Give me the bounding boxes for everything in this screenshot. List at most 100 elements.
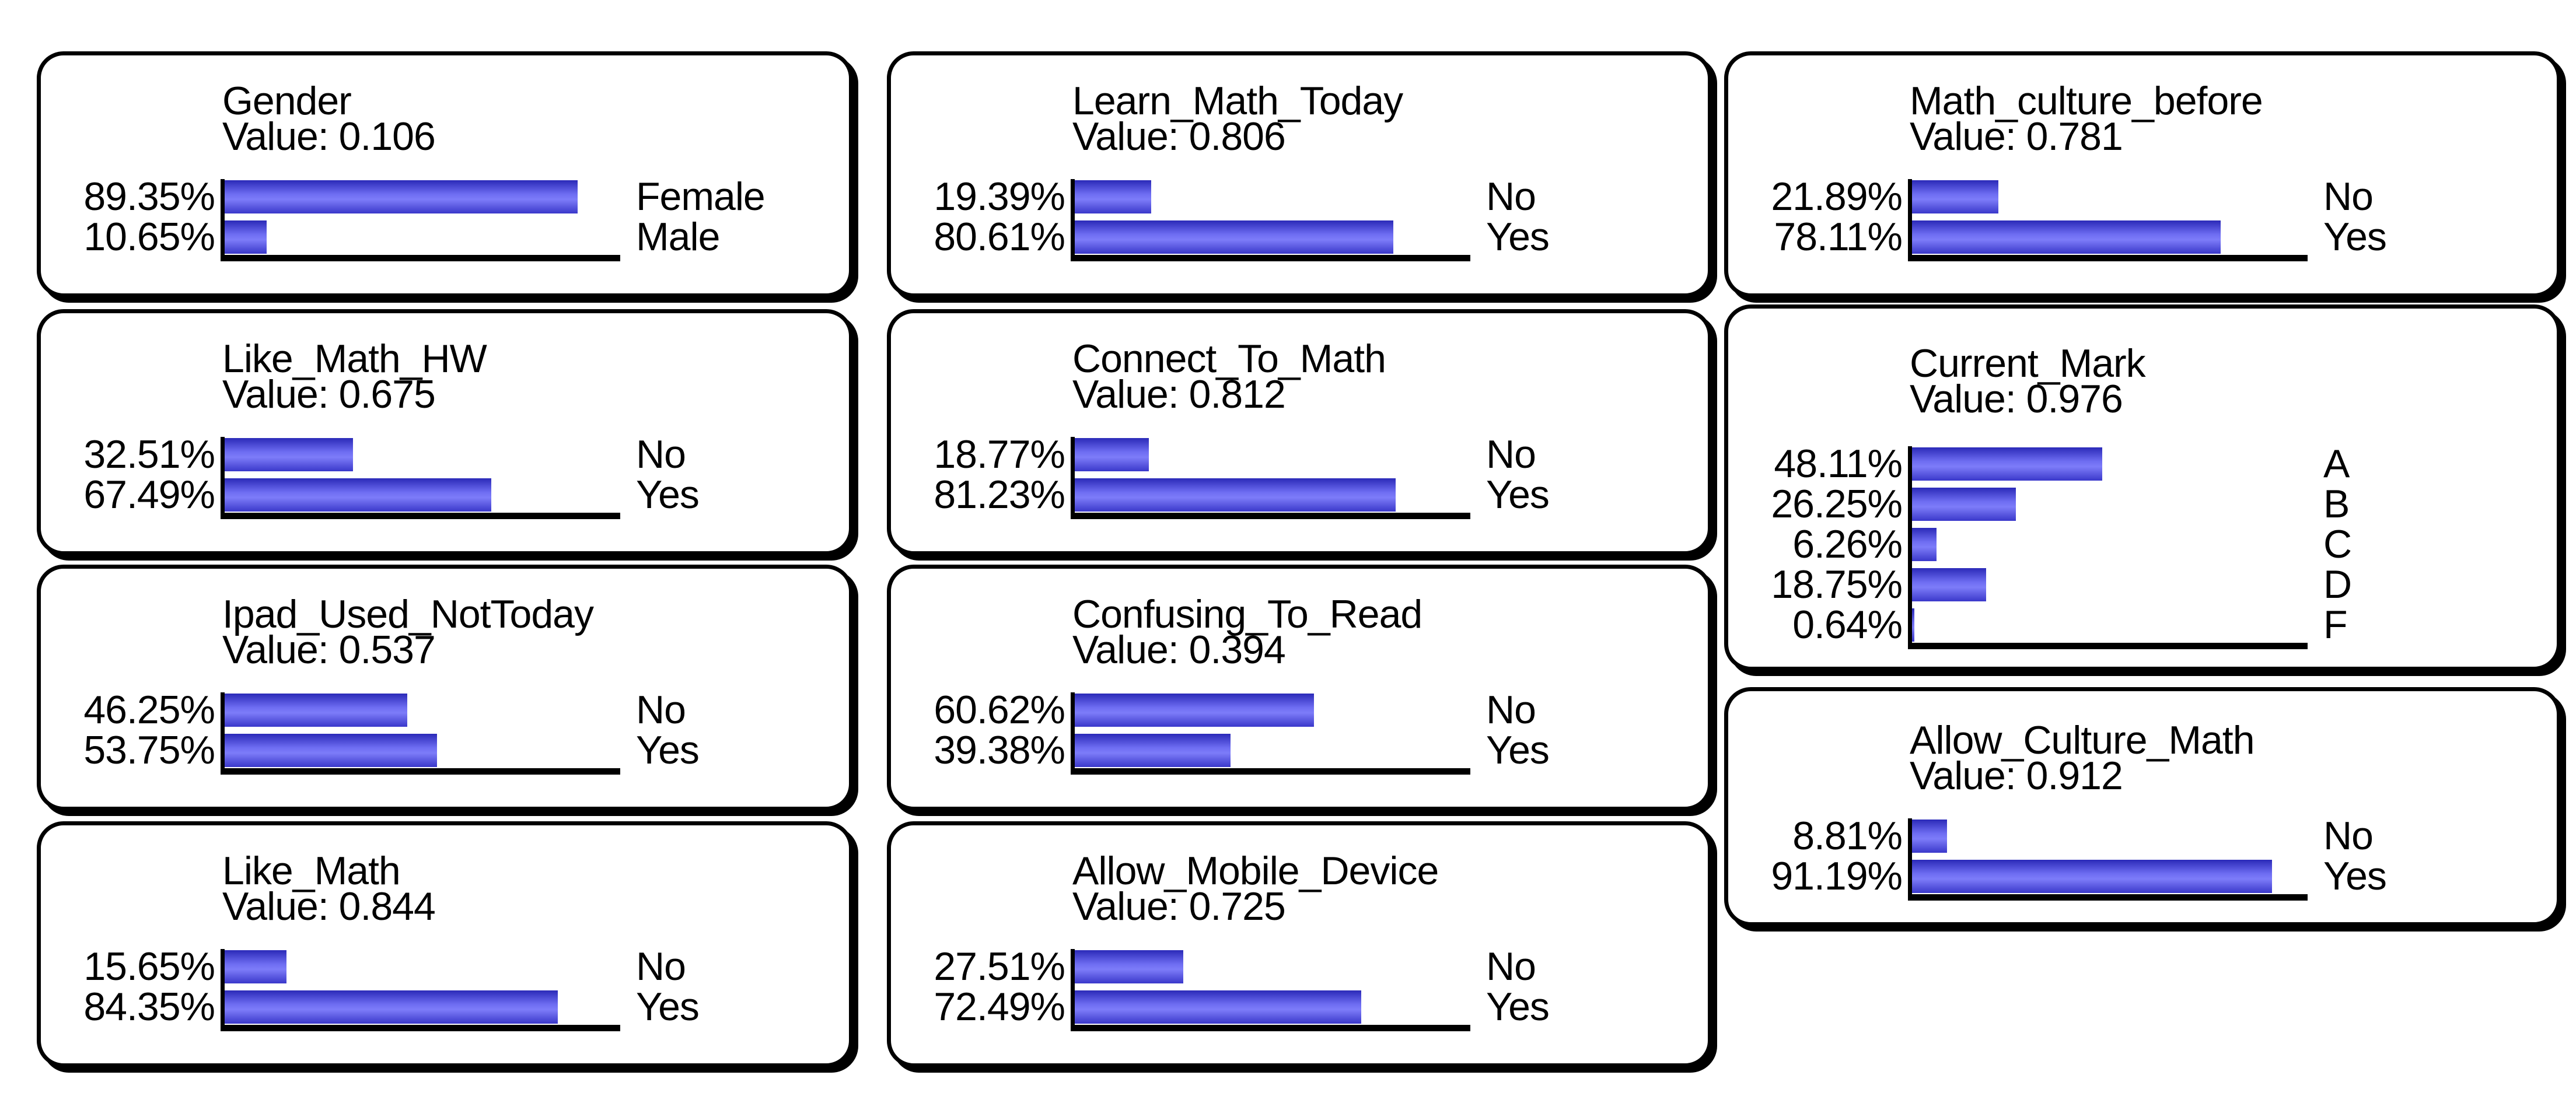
node-value-label: Value: 0.976 [1910,377,2123,421]
axis-baseline [1071,1025,1470,1031]
node-value-label: Value: 0.394 [1072,628,1286,672]
state-label: No [1486,944,1536,989]
belief-bar-row[interactable]: 0.64% F [1728,605,2557,645]
axis-line-vertical [221,949,225,1031]
belief-percentage: 60.62% [934,688,1065,732]
axis-baseline [1071,768,1470,775]
belief-percentage: 8.81% [1792,814,1903,858]
belief-bars: 18.77% No 81.23% Yes [891,313,1708,551]
belief-percentage: 67.49% [83,472,215,517]
belief-bar [225,220,267,254]
node-title-block: Allow_Mobile_Device Value: 0.725 [1072,851,1439,926]
belief-percentage: 53.75% [83,728,215,772]
belief-bar-row[interactable]: 15.65% No [41,947,849,986]
node-title: Gender [222,79,352,123]
belief-percentage: 80.61% [934,215,1065,259]
belief-bars: 19.39% No 80.61% Yes [891,55,1708,293]
bn-node-panel-like_math_hw[interactable]: Like_Math_HW Value: 0.675 32.51% No 67.4… [37,309,853,555]
state-label: Female [636,174,766,219]
state-label: No [1486,432,1536,477]
bn-node-panel-connect_to_math[interactable]: Connect_To_Math Value: 0.812 18.77% No 8… [887,309,1712,555]
node-title-block: Learn_Math_Today Value: 0.806 [1072,81,1403,156]
belief-bar-row[interactable]: 67.49% Yes [41,472,849,517]
bn-node-panel-current_mark[interactable]: Current_Mark Value: 0.976 48.11% A 26.25… [1724,304,2561,671]
belief-bar-row[interactable]: 80.61% Yes [891,215,1708,259]
bn-node-panel-ipad_used_nottoday[interactable]: Ipad_Used_NotToday Value: 0.537 46.25% N… [37,565,853,811]
node-title: Like_Math [222,849,401,893]
belief-bar [225,438,353,471]
node-title-block: Confusing_To_Read Value: 0.394 [1072,594,1422,672]
belief-bar-row[interactable]: 18.75% D [1728,565,2557,604]
belief-bar-row[interactable]: 91.19% Yes [1728,854,2557,898]
belief-percentage: 48.11% [1774,442,1903,486]
belief-bar [1912,447,2102,481]
belief-bar [1075,694,1314,727]
axis-line-vertical [1908,179,1912,261]
state-label: Yes [636,472,700,517]
belief-bar [225,478,491,512]
state-label: Yes [1486,215,1550,259]
belief-bar-row[interactable]: 18.77% No [891,432,1708,477]
belief-bar-row[interactable]: 19.39% No [891,177,1708,216]
belief-bar-row[interactable]: 27.51% No [891,944,1708,989]
belief-bar [225,180,578,213]
node-title: Ipad_Used_NotToday [222,592,594,636]
belief-percentage: 10.65% [83,215,215,259]
bn-node-panel-math_culture_before[interactable]: Math_culture_before Value: 0.781 21.89% … [1724,51,2561,297]
belief-bar [225,694,407,727]
axis-line-vertical [1071,179,1075,261]
belief-bar-row[interactable]: 84.35% Yes [41,987,849,1027]
node-title-block: Ipad_Used_NotToday Value: 0.537 [222,592,594,672]
bn-node-panel-allow_mobile_device[interactable]: Allow_Mobile_Device Value: 0.725 27.51% … [887,821,1712,1067]
belief-percentage: 78.11% [1774,215,1903,259]
belief-bar-row[interactable]: 39.38% Yes [891,730,1708,770]
belief-bar-row[interactable]: 89.35% Female [41,174,849,219]
belief-bars: 8.81% No 91.19% Yes [1728,691,2557,922]
axis-baseline [1908,894,2308,901]
belief-bars: 27.51% No 72.49% Yes [891,825,1708,1063]
node-value-label: Value: 0.912 [1910,754,2123,798]
belief-bar-row[interactable]: 8.81% No [1728,814,2557,858]
axis-baseline [221,255,620,261]
belief-bar-row[interactable]: 46.25% No [41,688,849,732]
node-title-block: Allow_Culture_Math Value: 0.912 [1910,718,2255,798]
belief-bar-row[interactable]: 21.89% No [1728,174,2557,219]
bn-node-panel-learn_math_today[interactable]: Learn_Math_Today Value: 0.806 19.39% No … [887,51,1712,297]
belief-bar-row[interactable]: 60.62% No [891,688,1708,732]
axis-baseline [1908,643,2308,649]
belief-bar-row[interactable]: 32.51% No [41,435,849,474]
node-value-label: Value: 0.537 [222,628,436,672]
bn-node-panel-confusing_to_read[interactable]: Confusing_To_Read Value: 0.394 60.62% No… [887,565,1712,811]
belief-bar-row[interactable]: 78.11% Yes [1728,215,2557,259]
belief-bar-row[interactable]: 53.75% Yes [41,728,849,772]
node-value-label: Value: 0.106 [222,114,436,159]
belief-bar-row[interactable]: 6.26% C [1728,524,2557,564]
node-value-label: Value: 0.844 [222,884,436,929]
bn-node-panel-allow_culture_math[interactable]: Allow_Culture_Math Value: 0.912 8.81% No… [1724,687,2561,926]
belief-bar-row[interactable]: 81.23% Yes [891,472,1708,517]
node-title-block: Connect_To_Math Value: 0.812 [1072,339,1386,414]
state-label: No [1486,688,1536,732]
belief-bar-row[interactable]: 72.49% Yes [891,987,1708,1027]
node-title: Allow_Culture_Math [1910,718,2255,762]
node-value-label: Value: 0.781 [1910,114,2123,159]
belief-bar-row[interactable]: 26.25% B [1728,484,2557,524]
bn-node-panel-like_math[interactable]: Like_Math Value: 0.844 15.65% No 84.35% … [37,821,853,1067]
state-label: Yes [1486,472,1550,517]
state-label: No [636,688,686,732]
belief-bars: 46.25% No 53.75% Yes [41,569,849,807]
belief-bar-row[interactable]: 48.11% A [1728,442,2557,486]
bn-node-panel-gender[interactable]: Gender Value: 0.106 89.35% Female 10.65%… [37,51,853,297]
belief-percentage: 91.19% [1771,854,1903,898]
node-title: Current_Mark [1910,341,2146,386]
belief-percentage: 89.35% [83,174,215,219]
belief-bars: 60.62% No 39.38% Yes [891,569,1708,807]
belief-bar [1075,220,1393,254]
belief-bar [225,734,437,767]
state-label: Male [636,215,720,259]
belief-bar-row[interactable]: 10.65% Male [41,215,849,259]
belief-bar [1075,438,1149,471]
state-label: No [2323,174,2374,219]
belief-bar [1912,608,1914,642]
